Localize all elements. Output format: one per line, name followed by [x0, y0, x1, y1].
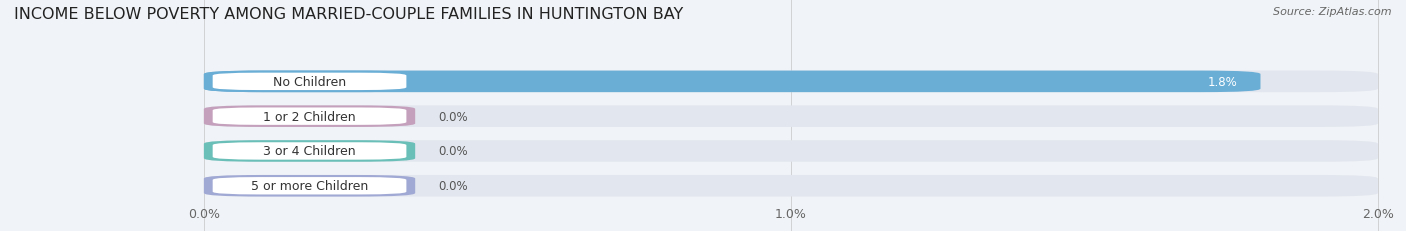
Text: 0.0%: 0.0% — [439, 179, 468, 192]
FancyBboxPatch shape — [212, 143, 406, 160]
Text: 0.0%: 0.0% — [439, 110, 468, 123]
FancyBboxPatch shape — [204, 71, 415, 93]
FancyBboxPatch shape — [204, 175, 1378, 197]
Text: 1 or 2 Children: 1 or 2 Children — [263, 110, 356, 123]
Text: INCOME BELOW POVERTY AMONG MARRIED-COUPLE FAMILIES IN HUNTINGTON BAY: INCOME BELOW POVERTY AMONG MARRIED-COUPL… — [14, 7, 683, 22]
FancyBboxPatch shape — [204, 106, 1378, 128]
Text: 0.0%: 0.0% — [439, 145, 468, 158]
Text: No Children: No Children — [273, 76, 346, 88]
FancyBboxPatch shape — [204, 140, 415, 162]
FancyBboxPatch shape — [204, 106, 415, 128]
Text: Source: ZipAtlas.com: Source: ZipAtlas.com — [1274, 7, 1392, 17]
FancyBboxPatch shape — [204, 71, 1260, 93]
Text: 1.8%: 1.8% — [1208, 76, 1237, 88]
FancyBboxPatch shape — [212, 177, 406, 195]
FancyBboxPatch shape — [204, 71, 1378, 93]
Text: 3 or 4 Children: 3 or 4 Children — [263, 145, 356, 158]
Text: 5 or more Children: 5 or more Children — [250, 179, 368, 192]
FancyBboxPatch shape — [212, 73, 406, 91]
FancyBboxPatch shape — [204, 140, 1378, 162]
FancyBboxPatch shape — [212, 108, 406, 125]
FancyBboxPatch shape — [204, 175, 415, 197]
